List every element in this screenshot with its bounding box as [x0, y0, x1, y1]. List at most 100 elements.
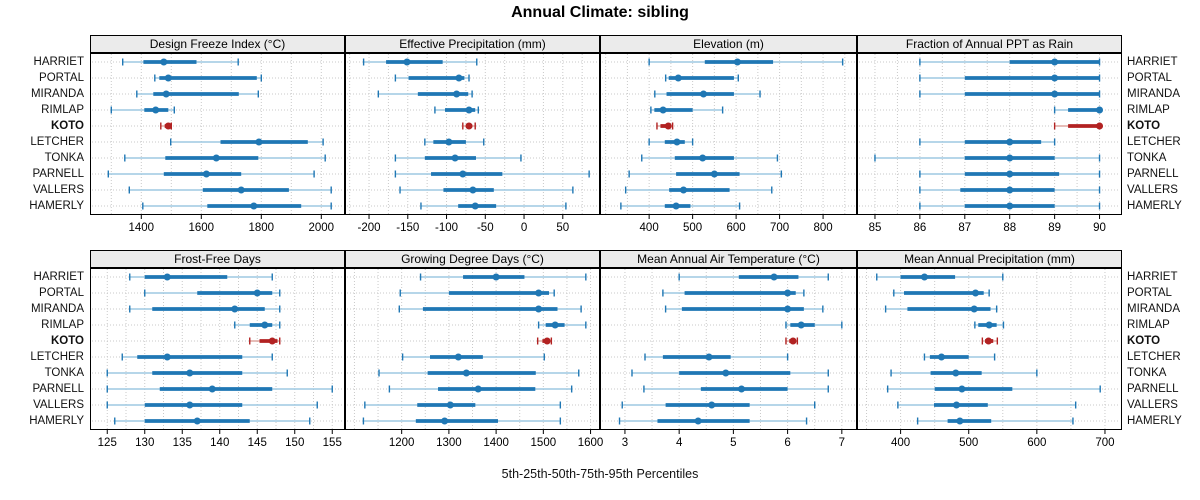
station-label-vallers: VALLERS — [1127, 184, 1178, 196]
panel-border — [857, 268, 1122, 430]
tick-label: 1300 — [436, 437, 462, 449]
median-dot — [1096, 106, 1104, 114]
station-label-koto: KOTO — [50, 120, 84, 132]
x-axis: 85 86 87 88 89 90 — [869, 215, 1106, 234]
row-vallers — [919, 186, 1101, 194]
median-dot — [208, 385, 216, 393]
station-label-hamerly: HAMERLY — [1127, 415, 1182, 427]
station-label-vallers: VALLERS — [1127, 399, 1178, 411]
row-portal — [664, 74, 739, 82]
x-axis: 3 4 5 6 7 — [622, 430, 845, 449]
tick-label: 50 — [556, 222, 569, 234]
tick-label: 700 — [770, 222, 789, 234]
median-dot — [261, 321, 269, 329]
row-tonka — [394, 154, 522, 162]
station-label-koto: KOTO — [1127, 335, 1161, 347]
panel-border — [857, 53, 1122, 215]
median-dot — [164, 122, 172, 130]
panel-strip — [857, 250, 1122, 268]
station-label-koto: KOTO — [1127, 120, 1161, 132]
row-rimlap — [974, 321, 1005, 329]
tick-label: 1600 — [578, 437, 604, 449]
station-label-tonka: TONKA — [44, 152, 84, 164]
panel-title: Effective Precipitation (mm) — [399, 37, 546, 51]
row-harriet — [122, 58, 239, 66]
tick-label: 600 — [1027, 437, 1046, 449]
tick-label: 3 — [622, 437, 628, 449]
tick-label: 145 — [248, 437, 267, 449]
median-dot — [268, 337, 276, 345]
row-rimlap — [785, 321, 843, 329]
panel-effective-precipitation: Effective Precipitation (mm) -200 -150 -100… — [345, 35, 600, 234]
tick-label: 400 — [891, 437, 910, 449]
station-label-miranda: MIRANDA — [1127, 88, 1181, 100]
row-letcher — [169, 138, 324, 146]
station-label-miranda: MIRANDA — [1127, 303, 1181, 315]
row-letcher — [923, 353, 996, 361]
median-dot — [1006, 138, 1014, 146]
median-dot — [789, 337, 797, 345]
station-label-hamerly: HAMERLY — [1127, 200, 1182, 212]
median-dot — [920, 273, 928, 281]
row-letcher — [648, 138, 694, 146]
station-label-harriet: HARRIET — [33, 271, 84, 283]
station-label-miranda: MIRANDA — [30, 88, 84, 100]
row-letcher — [121, 353, 273, 361]
panel-frost-free-days: Frost-Free Days 125 130 135 140 145 150 155 — [90, 250, 345, 449]
tick-label: 1400 — [483, 437, 509, 449]
median-dot — [453, 90, 461, 98]
row-portal — [893, 289, 990, 297]
tick-label: 89 — [1048, 222, 1061, 234]
station-label-parnell: PARNELL — [1127, 168, 1179, 180]
median-dot — [471, 202, 479, 210]
median-dot — [186, 369, 194, 377]
station-label-hamerly: HAMERLY — [29, 200, 84, 212]
row-portal — [154, 74, 263, 82]
tick-label: 140 — [210, 437, 229, 449]
median-dot — [441, 417, 449, 425]
panel-fraction-ppt-rain: Fraction of Annual PPT as Rain 85 86 87 88 89… — [857, 35, 1122, 234]
median-dot — [162, 90, 170, 98]
tick-label: 87 — [958, 222, 971, 234]
panel-title: Design Freeze Index (°C) — [150, 37, 286, 51]
station-label-parnell: PARNELL — [32, 383, 84, 395]
row-hamerly — [142, 202, 332, 210]
row-harriet — [876, 273, 1004, 281]
median-dot — [1006, 202, 1014, 210]
tick-label: 500 — [683, 222, 702, 234]
tick-label: 1600 — [189, 222, 215, 234]
row-letcher — [401, 353, 545, 361]
station-label-koto: KOTO — [50, 335, 84, 347]
median-dot — [972, 289, 980, 297]
row-harriet — [678, 273, 829, 281]
tick-label: 90 — [1093, 222, 1106, 234]
chart-title: Annual Climate: sibling — [511, 4, 689, 21]
median-dot — [952, 369, 960, 377]
median-dot — [970, 305, 978, 313]
row-koto — [981, 337, 999, 345]
median-dot — [770, 273, 778, 281]
median-dot — [1051, 58, 1059, 66]
panel-title: Elevation (m) — [693, 37, 764, 51]
station-label-tonka: TONKA — [1127, 152, 1167, 164]
row-harriet — [919, 58, 1101, 66]
row-hamerly — [362, 417, 562, 425]
median-dot — [403, 58, 411, 66]
median-dot — [202, 170, 210, 178]
panel-title: Frost-Free Days — [174, 252, 261, 266]
median-dot — [454, 353, 462, 361]
tick-label: -150 — [396, 222, 419, 234]
row-parnell — [107, 170, 315, 178]
tick-label: 7 — [839, 437, 845, 449]
row-hamerly — [420, 202, 567, 210]
row-miranda — [398, 305, 582, 313]
median-dot — [186, 401, 194, 409]
median-dot — [231, 305, 239, 313]
station-label-letcher: LETCHER — [1127, 351, 1181, 363]
median-dot — [984, 337, 992, 345]
median-dot — [673, 138, 681, 146]
row-tonka — [890, 369, 1038, 377]
station-label-tonka: TONKA — [1127, 367, 1167, 379]
row-miranda — [664, 305, 824, 313]
station-label-vallers: VALLERS — [33, 399, 84, 411]
